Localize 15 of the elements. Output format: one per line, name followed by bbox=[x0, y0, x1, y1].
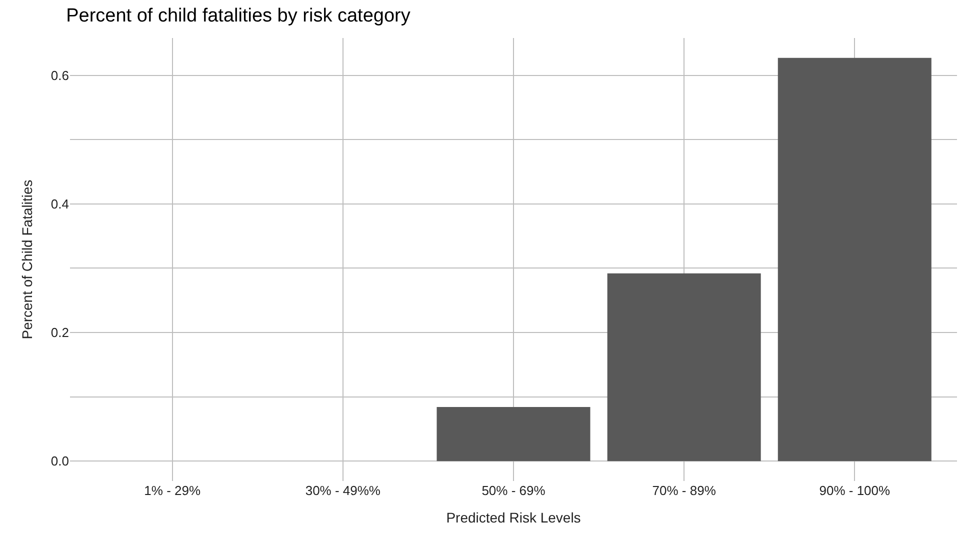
y-tick-label: 0.2 bbox=[50, 325, 69, 340]
bar bbox=[607, 273, 761, 462]
chart-title: Percent of child fatalities by risk category bbox=[66, 5, 411, 26]
y-tick-label: 0.0 bbox=[50, 454, 69, 469]
bar bbox=[778, 58, 932, 462]
y-tick-label: 0.4 bbox=[50, 196, 69, 212]
y-axis-title: Percent of Child Fatalities bbox=[19, 180, 35, 340]
x-tick-label: 1% - 29% bbox=[144, 483, 201, 498]
bar bbox=[436, 407, 590, 462]
x-tick-label: 30% - 49%% bbox=[305, 483, 381, 498]
x-tick-label: 50% - 69% bbox=[482, 483, 546, 498]
x-tick-label: 70% - 89% bbox=[652, 483, 716, 498]
x-axis-title: Predicted Risk Levels bbox=[446, 509, 581, 526]
y-tick-label: 0.6 bbox=[50, 68, 69, 83]
x-tick-label: 90% - 100% bbox=[819, 483, 890, 498]
